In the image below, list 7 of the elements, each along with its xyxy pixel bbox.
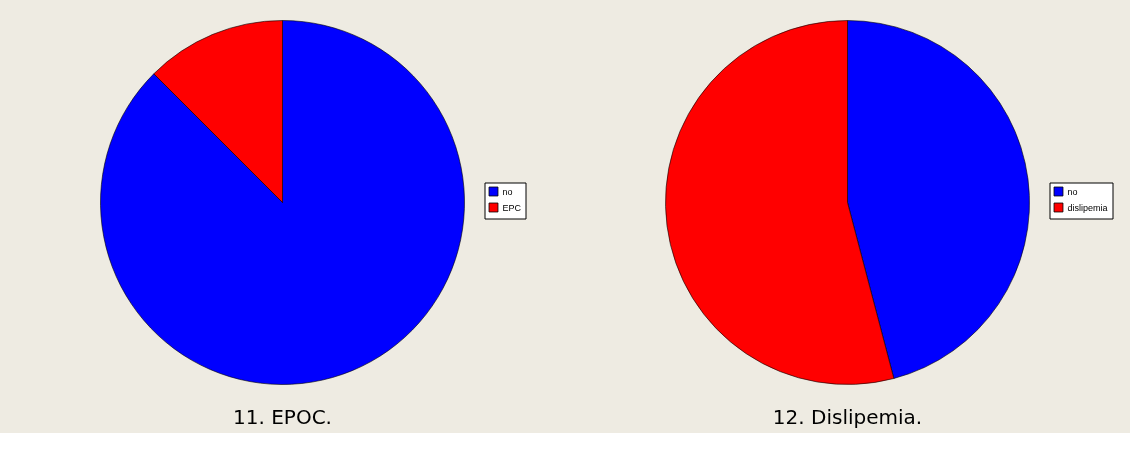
pie-slice bbox=[100, 20, 465, 385]
legend-label: EPC bbox=[502, 202, 522, 213]
legend-label: no bbox=[1067, 186, 1078, 197]
legend-label: no bbox=[502, 186, 513, 197]
text: 12. Dislipemia. bbox=[772, 405, 923, 429]
text: 11. EPOC. bbox=[233, 405, 332, 429]
legend-label: dislipemia bbox=[1067, 202, 1108, 213]
